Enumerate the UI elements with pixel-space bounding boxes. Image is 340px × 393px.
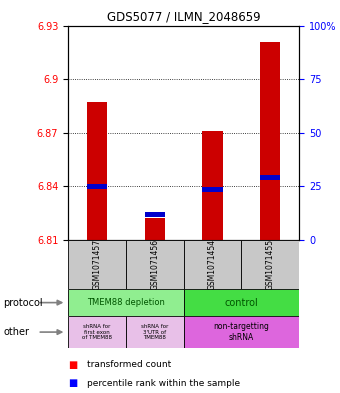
Bar [260, 42, 280, 240]
Text: non-targetting
shRNA: non-targetting shRNA [214, 322, 269, 342]
Text: protocol: protocol [3, 298, 43, 308]
Bar [184, 240, 241, 289]
Text: ■: ■ [68, 378, 77, 388]
Bar [144, 212, 165, 217]
Text: GDS5077 / ILMN_2048659: GDS5077 / ILMN_2048659 [107, 10, 260, 23]
Text: ■: ■ [68, 360, 77, 370]
Bar [87, 184, 107, 189]
Bar [126, 240, 184, 289]
Text: GSM1071454: GSM1071454 [208, 239, 217, 290]
Text: GSM1071457: GSM1071457 [92, 239, 101, 290]
Text: GSM1071455: GSM1071455 [266, 239, 275, 290]
Text: percentile rank within the sample: percentile rank within the sample [87, 379, 240, 387]
Text: other: other [3, 327, 29, 337]
Text: transformed count: transformed count [87, 360, 171, 369]
Text: shRNA for
3'UTR of
TMEM88: shRNA for 3'UTR of TMEM88 [141, 324, 168, 340]
Text: TMEM88 depletion: TMEM88 depletion [87, 298, 165, 307]
Text: control: control [224, 298, 258, 308]
Bar [126, 316, 184, 348]
Bar [144, 218, 165, 240]
Bar [68, 316, 126, 348]
Bar [202, 131, 223, 240]
Bar [241, 240, 299, 289]
Text: shRNA for
first exon
of TMEM88: shRNA for first exon of TMEM88 [82, 324, 112, 340]
Text: GSM1071456: GSM1071456 [150, 239, 159, 290]
Bar [87, 102, 107, 240]
Bar [202, 187, 223, 193]
Bar [260, 174, 280, 180]
Bar [68, 240, 126, 289]
Bar [184, 316, 299, 348]
Bar [68, 289, 184, 316]
Bar [184, 289, 299, 316]
